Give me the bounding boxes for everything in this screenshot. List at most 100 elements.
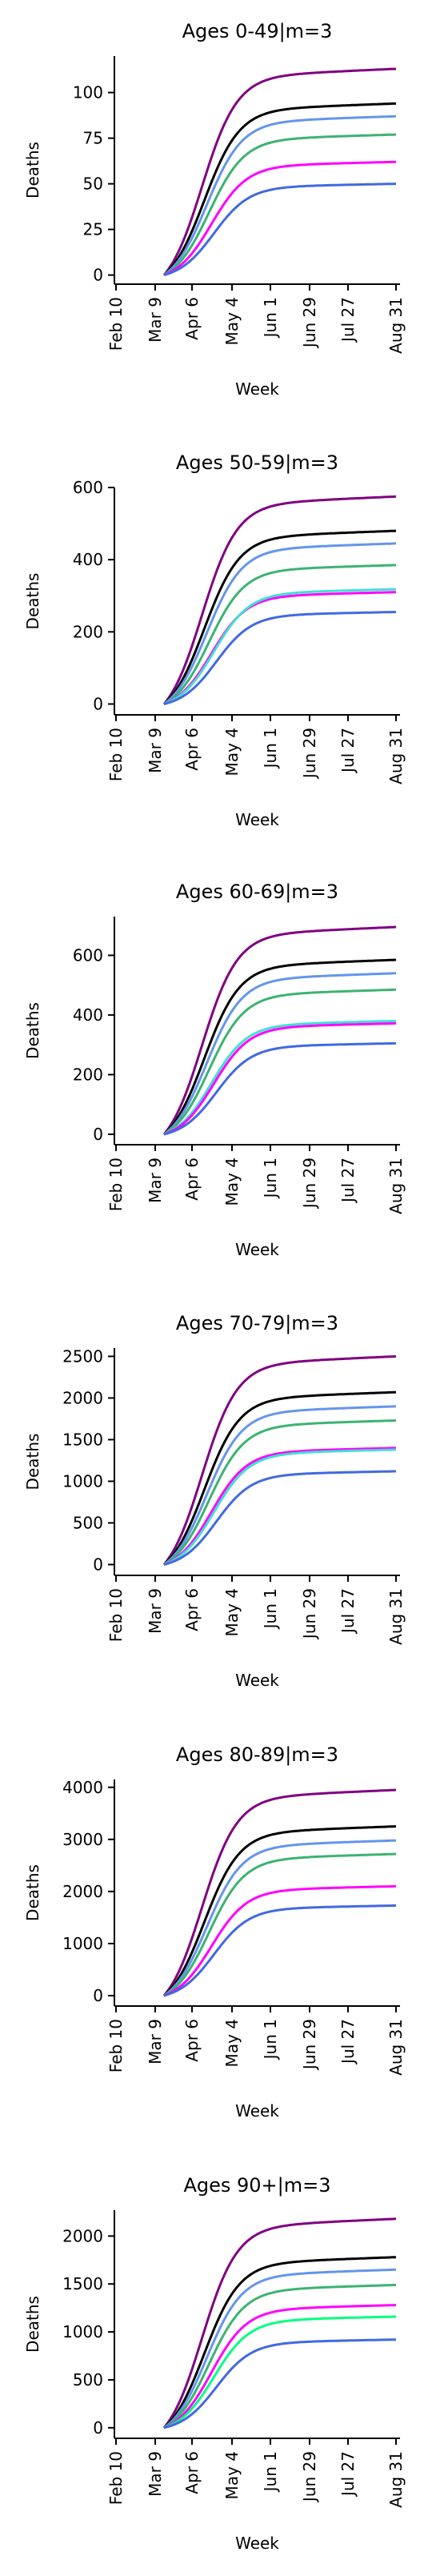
series-line-3 (163, 114, 397, 276)
x-axis-label: Week (235, 810, 279, 829)
y-axis-label: Deaths (23, 1864, 42, 1921)
x-tick-label: Jun 29 (300, 1158, 319, 1210)
series-line-4 (163, 564, 397, 705)
y-tick-label: 500 (73, 2370, 103, 2389)
x-tick-label: Feb 10 (106, 728, 126, 781)
series-line-5 (163, 1019, 396, 1136)
y-tick-label: 200 (73, 1065, 103, 1084)
series-line-4 (163, 1419, 397, 1566)
y-axis-label: Deaths (23, 573, 42, 630)
y-tick-label: 400 (73, 1005, 103, 1025)
x-tick-label: May 4 (222, 728, 242, 776)
series-line-5 (163, 1884, 396, 1997)
series-line-2 (162, 958, 397, 1136)
x-tick-label: Feb 10 (106, 2019, 126, 2072)
chart-title: Ages 50-59|m=3 (176, 451, 338, 474)
chart-title: Ages 0-49|m=3 (182, 20, 333, 42)
y-tick-label: 1500 (62, 1430, 103, 1449)
chart-title: Ages 80-89|m=3 (176, 1743, 338, 1766)
x-tick-label: Jun 1 (261, 2451, 280, 2493)
series-line-5 (163, 1446, 397, 1566)
series-line-2 (162, 1390, 397, 1566)
y-tick-label: 1000 (62, 1934, 103, 1953)
x-axis-label: Week (235, 2101, 279, 2121)
x-tick-label: Apr 6 (182, 2451, 202, 2494)
x-axis-label: Week (235, 1671, 279, 1690)
chart-panel-6: Ages 90+|m=3 0 500 1000 1500 2000 Feb 10 Mar 9 A… (23, 2174, 406, 2553)
y-axis-label: Deaths (23, 142, 42, 199)
series-line-3 (163, 972, 397, 1136)
series-line-6 (163, 2315, 397, 2430)
x-axis-label: Week (235, 1240, 279, 1259)
chart-panel-5: Ages 80-89|m=3 0 1000 2000 3000 4000 Feb 10 Mar… (23, 1743, 406, 2121)
x-tick-label: Jul 27 (338, 2451, 358, 2498)
y-tick-label: 0 (93, 2418, 103, 2438)
y-tick-label: 1000 (62, 1471, 103, 1491)
x-tick-label: Feb 10 (106, 297, 126, 351)
x-tick-label: May 4 (222, 1588, 242, 1636)
x-tick-label: Jun 29 (300, 2019, 319, 2071)
x-tick-label: Mar 9 (146, 1158, 165, 1203)
y-tick-label: 400 (73, 550, 103, 569)
series-line-7 (163, 611, 397, 705)
x-tick-label: Jun 1 (261, 2019, 280, 2060)
x-tick-label: Mar 9 (146, 728, 165, 773)
y-tick-label: 2000 (62, 1882, 103, 1901)
chart-panel-1: Ages 0-49|m=3 0 25 50 75 100 Feb 10 Mar 9 Apr 6 M… (23, 20, 406, 399)
series-line-5 (163, 2304, 396, 2430)
series-line-3 (163, 542, 396, 705)
x-tick-label: Apr 6 (182, 728, 202, 771)
y-tick-label: 0 (93, 1986, 103, 2005)
x-tick-label: Aug 31 (386, 2019, 406, 2076)
x-tick-label: Apr 6 (182, 297, 202, 340)
y-tick-label: 100 (73, 83, 103, 102)
series-line-2 (162, 2256, 397, 2429)
y-tick-label: 1000 (62, 2322, 103, 2341)
x-tick-label: Jul 27 (338, 2019, 358, 2065)
x-tick-label: May 4 (222, 1158, 242, 1206)
series-line-4 (163, 988, 396, 1136)
series-line-4 (163, 1852, 397, 1997)
y-tick-label: 75 (83, 129, 103, 148)
x-tick-label: Aug 31 (386, 297, 406, 354)
x-tick-label: Jun 1 (261, 1158, 280, 1199)
x-tick-label: May 4 (222, 2019, 242, 2067)
x-tick-label: Jul 27 (338, 728, 358, 774)
x-tick-label: Jul 27 (338, 1588, 358, 1635)
series-line-6 (163, 1904, 397, 1997)
series-line-5 (163, 160, 397, 276)
series-line-1 (162, 1788, 397, 1996)
x-tick-label: Feb 10 (106, 2451, 126, 2505)
x-tick-label: Apr 6 (182, 1588, 202, 1631)
series-line-6 (163, 1448, 397, 1566)
x-tick-label: Feb 10 (106, 1588, 126, 1642)
x-tick-label: Jun 29 (300, 297, 319, 349)
x-tick-label: Aug 31 (386, 728, 406, 784)
x-tick-label: Jun 1 (261, 297, 280, 339)
x-tick-label: May 4 (222, 2451, 242, 2499)
y-tick-label: 0 (93, 266, 103, 285)
series-line-3 (163, 2268, 397, 2430)
series-line-1 (162, 925, 397, 1135)
series-line-1 (162, 67, 397, 276)
y-tick-label: 0 (93, 694, 103, 713)
x-tick-label: May 4 (222, 297, 242, 345)
y-tick-label: 25 (83, 220, 103, 239)
x-tick-label: Aug 31 (386, 1588, 406, 1645)
series-line-4 (163, 133, 397, 276)
chart-title: Ages 90+|m=3 (183, 2174, 330, 2197)
y-tick-label: 4000 (62, 1778, 103, 1797)
series-line-2 (162, 102, 397, 276)
x-tick-label: Aug 31 (386, 2451, 406, 2508)
series-line-2 (162, 1825, 396, 1997)
y-tick-label: 2500 (62, 1346, 103, 1366)
series-line-5 (163, 591, 397, 705)
x-tick-label: Apr 6 (182, 1158, 202, 1201)
y-tick-label: 200 (73, 622, 103, 641)
chart-panel-4: Ages 70-79|m=3 0 500 1000 1500 2000 2500 Feb 10… (23, 1312, 406, 1690)
y-tick-label: 3000 (62, 1830, 103, 1849)
series-line-6 (163, 588, 397, 705)
x-tick-label: Apr 6 (182, 2019, 202, 2062)
x-tick-label: Jun 1 (261, 1588, 280, 1630)
